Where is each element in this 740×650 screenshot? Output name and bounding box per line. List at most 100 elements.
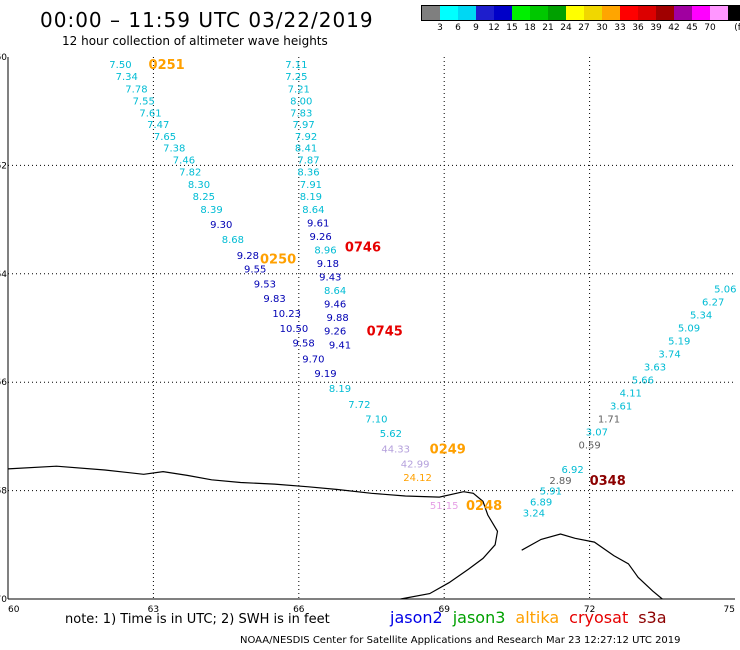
wave-height-value: 6.27: [702, 297, 724, 308]
color-swatch: [710, 6, 728, 20]
lat-tick-label: -64: [0, 270, 7, 280]
color-scale-tick: 24: [560, 23, 572, 33]
lon-tick-label: 75: [724, 605, 735, 615]
coastline: [521, 533, 663, 600]
wave-height-value: 7.78: [125, 84, 147, 95]
wave-height-value: 7.25: [285, 72, 307, 83]
wave-height-value: 9.83: [263, 294, 285, 305]
legend-item-altika: altika: [515, 608, 560, 627]
color-swatch: [476, 6, 494, 20]
pass-time-label: 0249: [430, 442, 466, 457]
pass-time-label: 0248: [466, 499, 502, 514]
lon-tick-label: 63: [148, 605, 159, 615]
lon-tick-label: 69: [438, 605, 450, 615]
wave-height-value: 8.96: [314, 245, 336, 256]
wave-height-value: 6.89: [530, 497, 552, 508]
wave-height-value: 8.39: [200, 205, 222, 216]
wave-height-value: 7.50: [109, 60, 131, 71]
lat-tick-label: -60: [0, 53, 7, 63]
wave-height-value: 9.30: [210, 220, 232, 231]
wave-height-value: 8.00: [290, 96, 312, 107]
wave-height-value: 7.21: [288, 84, 310, 95]
wave-height-value: 2.89: [549, 476, 571, 487]
pass-time-label: 0745: [367, 325, 403, 340]
wave-height-value: 9.41: [329, 340, 351, 351]
wave-height-value: 7.55: [133, 96, 155, 107]
color-swatch: [494, 6, 512, 20]
color-scale-tick: 70: [704, 23, 716, 33]
lon-tick-label: 60: [8, 605, 20, 615]
wave-height-value: 7.11: [285, 60, 307, 71]
color-swatch: [512, 6, 530, 20]
wave-height-value: 7.46: [173, 155, 195, 166]
wave-height-value: 8.68: [222, 235, 244, 246]
wave-height-value: 7.82: [179, 167, 201, 178]
color-scale-tick: 27: [578, 23, 590, 33]
wave-height-value: 7.34: [116, 72, 138, 83]
pass-time-label: 0746: [345, 241, 381, 256]
wave-height-value: 44.33: [381, 444, 410, 455]
wave-height-value: 9.70: [302, 354, 324, 365]
wave-height-value: 8.36: [297, 167, 319, 178]
color-scale-tick: 9: [473, 23, 479, 33]
color-swatch: [692, 6, 710, 20]
wave-height-value: 3.07: [586, 428, 608, 439]
wave-height-value: 9.53: [254, 280, 276, 291]
wave-height-value: 51.15: [430, 501, 459, 512]
wave-height-value: 8.64: [302, 205, 324, 216]
wave-height-value: 7.97: [293, 120, 315, 131]
footnote: note: 1) Time is in UTC; 2) SWH is in fe…: [65, 612, 330, 627]
lon-tick-label: 66: [293, 605, 305, 615]
color-scale-tick: 30: [596, 23, 608, 33]
color-scale-tick: 21: [542, 23, 554, 33]
color-scale-tick: 39: [650, 23, 662, 33]
wave-height-value: 7.10: [365, 415, 387, 426]
wave-height-value: 5.06: [714, 284, 736, 295]
lat-tick-label: -70: [0, 595, 7, 605]
color-scale-tick: 33: [614, 23, 626, 33]
legend-item-jason3: jason3: [452, 608, 506, 627]
wave-height-value: 5.19: [668, 336, 690, 347]
color-swatch: [656, 6, 674, 20]
wave-height-value: 8.30: [188, 180, 210, 191]
wave-height-value: 5.91: [540, 487, 562, 498]
color-swatches: [421, 5, 740, 21]
wave-height-value: 7.65: [154, 132, 176, 143]
color-scale-tick: 6: [455, 23, 461, 33]
wave-height-value: 8.25: [193, 192, 215, 203]
pass-time-label: 0250: [260, 253, 296, 268]
wave-height-value: 8.19: [329, 384, 351, 395]
lat-tick-label: -68: [0, 487, 7, 497]
color-swatch: [620, 6, 638, 20]
legend-item-cryosat: cryosat: [569, 608, 629, 627]
wave-height-value: 9.58: [293, 339, 315, 350]
wave-height-value: 9.55: [244, 264, 266, 275]
wave-height-value: 10.50: [280, 324, 309, 335]
wave-height-value: 3.61: [610, 402, 632, 413]
coastline: [7, 465, 499, 600]
wave-height-value: 7.47: [147, 120, 169, 131]
color-swatch: [674, 6, 692, 20]
color-swatch: [638, 6, 656, 20]
wave-height-value: 9.26: [309, 232, 331, 243]
legend-item-s3a: s3a: [638, 608, 667, 627]
color-scale-unit: (ft): [734, 23, 740, 33]
page-subtitle: 12 hour collection of altimeter wave hei…: [62, 34, 328, 48]
wave-height-value: 7.92: [295, 132, 317, 143]
wave-height-value: 7.72: [348, 400, 370, 411]
wave-height-value: 5.09: [678, 323, 700, 334]
color-swatch: [530, 6, 548, 20]
wave-height-value: 8.41: [295, 144, 317, 155]
wave-height-value: 0.59: [578, 441, 600, 452]
wave-height-value: 7.83: [290, 108, 312, 119]
wave-height-value: 9.88: [326, 313, 348, 324]
wave-height-value: 3.24: [523, 508, 545, 519]
wave-height-value: 8.19: [300, 192, 322, 203]
color-swatch: [566, 6, 584, 20]
wave-height-value: 7.87: [297, 155, 319, 166]
wave-height-value: 5.66: [632, 375, 654, 386]
wave-height-value: 8.64: [324, 286, 346, 297]
wave-height-value: 9.43: [319, 273, 341, 284]
